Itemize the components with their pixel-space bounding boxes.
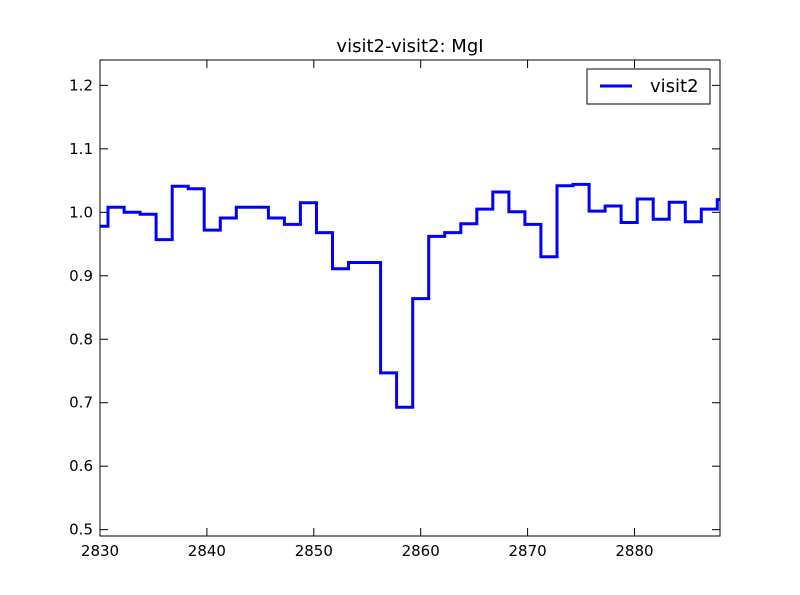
x-tick-label: 2830 (81, 542, 119, 560)
y-tick-label: 0.5 (69, 521, 93, 539)
y-tick-label: 1.1 (69, 140, 93, 158)
legend: visit2 (586, 68, 711, 105)
x-tick-label: 2840 (188, 542, 226, 560)
series-line-visit2 (100, 182, 720, 409)
y-tick-label: 0.7 (69, 394, 93, 412)
plot-frame (99, 59, 721, 537)
y-tick-label: 0.9 (69, 267, 93, 285)
chart-title: visit2-visit2: MgI (336, 36, 483, 57)
y-tick-label: 0.8 (69, 330, 93, 348)
x-tick-label: 2880 (615, 542, 653, 560)
x-tick-label: 2850 (295, 542, 333, 560)
axis-ticks: 2830 2840 2850 2860 2870 2880 0.5 0.6 0.7 0.8 0.9 1… (69, 60, 720, 560)
y-tick-label: 1.0 (69, 203, 93, 221)
x-tick-label: 2860 (402, 542, 440, 560)
legend-label-visit2: visit2 (650, 76, 699, 97)
series-layer (100, 182, 720, 409)
y-tick-label: 1.2 (69, 76, 93, 94)
y-tick-label: 0.6 (69, 457, 93, 475)
x-tick-label: 2870 (508, 542, 546, 560)
